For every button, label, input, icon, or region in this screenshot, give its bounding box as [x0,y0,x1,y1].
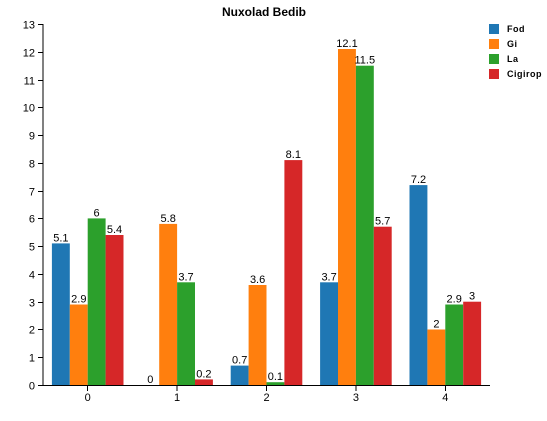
bars-group [51,49,482,385]
data-label: 2 [433,319,439,331]
x-axis: 0 1 2 3 4 [43,385,490,404]
chart-title: Nuxolad Bedib [222,5,306,19]
bar [69,304,88,385]
y-tick-label: 10 [23,103,35,115]
bar [266,382,285,385]
y-tick-label: 1 [29,353,35,365]
bar [320,282,338,385]
bar [87,218,106,385]
y-tick-label: 4 [29,270,35,282]
data-labels-group: 5.1 0 0.7 3.7 7.2 2.9 5.8 3.6 12.1 2 6 3.7 0.1 11.5 2.… [53,38,475,386]
legend-label: Gi [507,39,518,49]
y-tick-label: 12 [23,48,35,60]
x-tick-label: 4 [442,392,448,404]
y-tick-label: 8 [29,159,35,171]
bar [355,65,374,385]
data-label: 11.5 [355,55,376,67]
x-tick-label: 0 [85,392,91,404]
legend-label: Fod [507,24,525,34]
data-label: 3 [469,291,475,303]
data-label: 2.9 [447,294,462,306]
legend-swatch [489,39,499,49]
legend-label: Cigirop [507,69,542,79]
bar [248,285,267,385]
data-label: 8.1 [286,149,301,161]
data-label: 0.2 [196,368,211,380]
data-label: 5.4 [107,224,122,236]
data-label: 2.9 [71,294,86,306]
y-tick-label: 5 [29,242,35,254]
bar [409,185,428,385]
data-label: 5.7 [375,216,390,228]
y-tick-label: 9 [29,131,35,143]
x-tick-label: 2 [263,392,269,404]
bar [427,329,446,385]
x-tick-label: 1 [174,392,180,404]
bar [51,243,70,385]
data-label: 3.7 [321,271,336,283]
legend-swatch [489,24,499,34]
y-tick-label: 0 [29,381,35,393]
data-label: 0.7 [232,355,247,367]
y-tick-label: 7 [29,187,35,199]
bar [445,304,464,385]
bar [177,282,195,385]
bar [195,379,213,385]
data-label: 5.8 [161,213,176,225]
data-label: 6 [94,207,100,219]
data-label: 3.6 [250,274,265,286]
legend-swatch [489,69,499,79]
legend-swatch [489,54,499,64]
data-label: 5.1 [53,232,68,244]
y-tick-label: 3 [29,298,35,310]
data-label: 12.1 [336,38,357,50]
data-label: 3.7 [178,271,193,283]
y-tick-label: 13 [23,20,35,32]
x-tick-label: 3 [353,392,359,404]
y-tick-label: 11 [24,76,35,88]
data-label: 0.1 [268,371,283,383]
bar [463,301,482,385]
data-label: 0 [147,374,153,386]
y-tick-label: 6 [29,214,35,226]
legend-label: La [507,54,519,64]
bar [105,235,124,385]
bar [230,365,249,385]
y-tick-label: 2 [29,325,35,337]
bar [284,160,303,385]
legend: Fod Gi La Cigirop [489,24,542,79]
bar [338,49,356,385]
data-label: 7.2 [411,174,426,186]
bar [373,226,392,385]
bar [159,223,178,385]
